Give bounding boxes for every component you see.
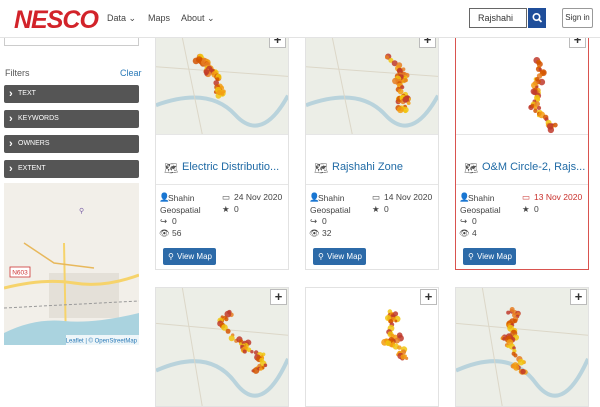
- nav-label: About: [181, 13, 205, 23]
- shares: 0: [172, 216, 177, 226]
- user-icon: 👤: [309, 192, 320, 202]
- nav-maps[interactable]: Maps: [148, 13, 171, 23]
- view-map-button[interactable]: View Map ⚲: [163, 248, 216, 265]
- logo[interactable]: NESCO: [14, 6, 99, 34]
- views: 32: [322, 228, 332, 238]
- divider: [456, 184, 588, 185]
- map-thumbnail: [156, 38, 288, 134]
- divider: [456, 134, 588, 135]
- sidebar-box: [4, 37, 139, 46]
- card-title[interactable]: Electric Distributio...: [182, 161, 280, 173]
- filter-bar[interactable]: KEYWORDS: [4, 110, 139, 128]
- extent-map[interactable]: ⚲ N603 Leaflet | © OpenStreetMap: [4, 183, 139, 345]
- user-icon: 👤: [159, 192, 170, 202]
- eye-icon: 👁: [309, 228, 320, 238]
- filters-title: Filters: [5, 68, 30, 78]
- card-title[interactable]: O&M Circle-2, Rajs...: [482, 161, 586, 173]
- map-card[interactable]: +: [155, 287, 289, 407]
- date: 24 Nov 2020: [234, 192, 283, 202]
- map-thumbnail: [456, 38, 588, 134]
- map-card[interactable]: +: [455, 287, 589, 407]
- divider: [306, 184, 438, 185]
- sign-in-button[interactable]: Sign in: [562, 8, 593, 28]
- map-thumbnail: [306, 38, 438, 134]
- map-attribution: Leaflet | © OpenStreetMap: [66, 338, 138, 345]
- owner[interactable]: Shahin Geospatial: [460, 193, 501, 215]
- map-card[interactable]: + 🗺 Electric Distributio... 👤 Shahin Geospat…: [155, 28, 289, 270]
- add-button[interactable]: +: [420, 289, 437, 305]
- star-icon: ★: [372, 204, 380, 214]
- map-marker: ⚲: [79, 207, 84, 215]
- nav-data[interactable]: Data ⌄: [107, 13, 137, 23]
- add-button[interactable]: +: [270, 289, 287, 305]
- clear-link[interactable]: Clear: [120, 68, 142, 78]
- filter-bar[interactable]: OWNERS: [4, 135, 139, 153]
- map-card[interactable]: + 🗺 O&M Circle-2, Rajs... 👤 Shahin Geospatia…: [455, 28, 589, 270]
- divider: [156, 134, 288, 135]
- divider: [306, 134, 438, 135]
- owner[interactable]: Shahin Geospatial: [160, 193, 201, 215]
- map-card[interactable]: + 🗺 Rajshahi Zone 👤 Shahin Geospatial ▭ 14 Nov…: [305, 28, 439, 270]
- share-icon: ↪: [460, 216, 468, 226]
- user-icon: 👤: [459, 192, 470, 202]
- calendar-icon: ▭: [222, 192, 231, 202]
- map-card[interactable]: +: [305, 287, 439, 407]
- date: 14 Nov 2020: [384, 192, 433, 202]
- map-label: N603: [12, 270, 28, 277]
- filter-bar[interactable]: TEXT: [4, 85, 139, 103]
- card-title[interactable]: Rajshahi Zone: [332, 161, 403, 173]
- extent-map-svg: ⚲ N603 Leaflet | © OpenStreetMap: [4, 207, 139, 345]
- pin-icon: ⚲: [318, 252, 324, 261]
- views: 56: [172, 228, 182, 238]
- search-icon: [532, 13, 543, 23]
- divider: [156, 184, 288, 185]
- map-thumbnail: [456, 288, 588, 406]
- rating: 0: [534, 204, 539, 214]
- header: NESCO Data ⌄ Maps About ⌄ Rajshahi Sign …: [0, 0, 600, 38]
- shares: 0: [322, 216, 327, 226]
- search-input[interactable]: Rajshahi: [469, 8, 527, 28]
- nav-label: Data: [107, 13, 127, 23]
- eye-icon: 👁: [159, 228, 170, 238]
- map-thumbnail: [306, 288, 438, 406]
- nav-about[interactable]: About ⌄: [181, 13, 215, 23]
- map-icon: 🗺: [164, 163, 178, 175]
- star-icon: ★: [522, 204, 530, 214]
- calendar-icon: ▭: [372, 192, 381, 202]
- add-button[interactable]: +: [570, 289, 587, 305]
- map-icon: 🗺: [314, 163, 328, 175]
- search-button[interactable]: [528, 8, 546, 28]
- star-icon: ★: [222, 204, 230, 214]
- map-thumbnail: [156, 288, 288, 406]
- eye-icon: 👁: [459, 228, 470, 238]
- views: 4: [472, 228, 477, 238]
- shares: 0: [472, 216, 477, 226]
- pin-icon: ⚲: [468, 252, 474, 261]
- view-map-button[interactable]: View Map ⚲: [313, 248, 366, 265]
- view-map-button[interactable]: View Map ⚲: [463, 248, 516, 265]
- filter-bar[interactable]: EXTENT: [4, 160, 139, 178]
- calendar-icon: ▭: [522, 192, 531, 202]
- share-icon: ↪: [160, 216, 168, 226]
- owner[interactable]: Shahin Geospatial: [310, 193, 351, 215]
- pin-icon: ⚲: [168, 252, 174, 261]
- date: 13 Nov 2020: [534, 192, 583, 202]
- map-icon: 🗺: [464, 163, 478, 175]
- rating: 0: [384, 204, 389, 214]
- share-icon: ↪: [310, 216, 318, 226]
- rating: 0: [234, 204, 239, 214]
